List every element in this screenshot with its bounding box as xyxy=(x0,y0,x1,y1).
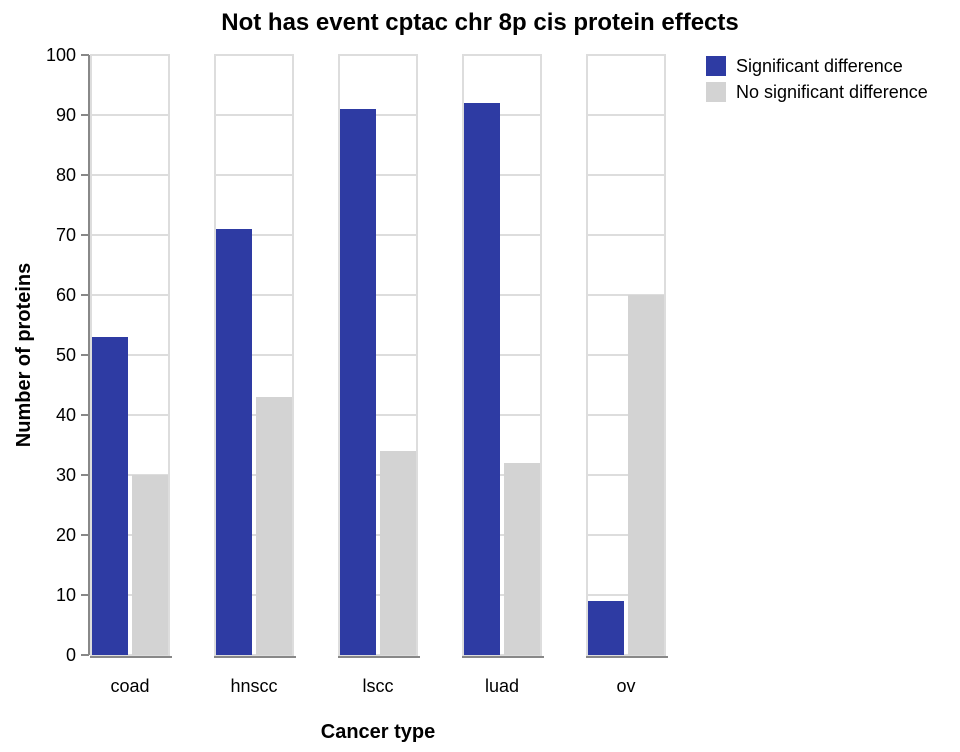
facet-coad: coad xyxy=(90,54,172,696)
category-label-luad: luad xyxy=(485,676,519,696)
category-label-ov: ov xyxy=(616,676,635,696)
y-tick-label: 90 xyxy=(56,105,76,125)
y-tick-label: 50 xyxy=(56,345,76,365)
y-tick-label: 40 xyxy=(56,405,76,425)
y-tick-label: 60 xyxy=(56,285,76,305)
facet-hnscc: hnscc xyxy=(214,54,296,696)
y-tick-label: 30 xyxy=(56,465,76,485)
y-tick-label: 70 xyxy=(56,225,76,245)
facet-lscc: lscc xyxy=(338,54,420,696)
chart-title: Not has event cptac chr 8p cis protein e… xyxy=(221,9,739,36)
y-tick-label: 80 xyxy=(56,165,76,185)
y-axis-title: Number of proteins xyxy=(13,263,35,447)
y-tick-label: 0 xyxy=(66,645,76,665)
bar-lscc-not-significant xyxy=(380,451,416,655)
legend: Significant difference No significant dif… xyxy=(706,56,928,102)
y-tick-label: 10 xyxy=(56,585,76,605)
category-label-hnscc: hnscc xyxy=(230,676,277,696)
bar-ov-significant xyxy=(588,601,624,655)
legend-label-0: Significant difference xyxy=(736,56,903,76)
legend-swatch-0 xyxy=(706,56,726,76)
bar-coad-significant xyxy=(92,337,128,655)
legend-label-1: No significant difference xyxy=(736,82,928,102)
bar-ov-not-significant xyxy=(628,295,664,655)
y-tick-label: 100 xyxy=(46,45,76,65)
legend-swatch-1 xyxy=(706,82,726,102)
bar-luad-not-significant xyxy=(504,463,540,655)
category-label-coad: coad xyxy=(110,676,149,696)
x-axis-title: Cancer type xyxy=(321,721,436,743)
y-tick-label: 20 xyxy=(56,525,76,545)
category-label-lscc: lscc xyxy=(363,676,394,696)
bar-lscc-significant xyxy=(340,109,376,655)
facet-ov: ov xyxy=(586,54,668,696)
facet-panels: coad hnscc lscc luad ov xyxy=(90,54,668,696)
y-axis: 0 10 20 30 40 50 60 70 80 90 100 xyxy=(46,45,90,665)
bar-luad-significant xyxy=(464,103,500,655)
bar-coad-not-significant xyxy=(132,475,168,655)
bar-hnscc-not-significant xyxy=(256,397,292,655)
bar-hnscc-significant xyxy=(216,229,252,655)
facet-luad: luad xyxy=(462,54,544,696)
